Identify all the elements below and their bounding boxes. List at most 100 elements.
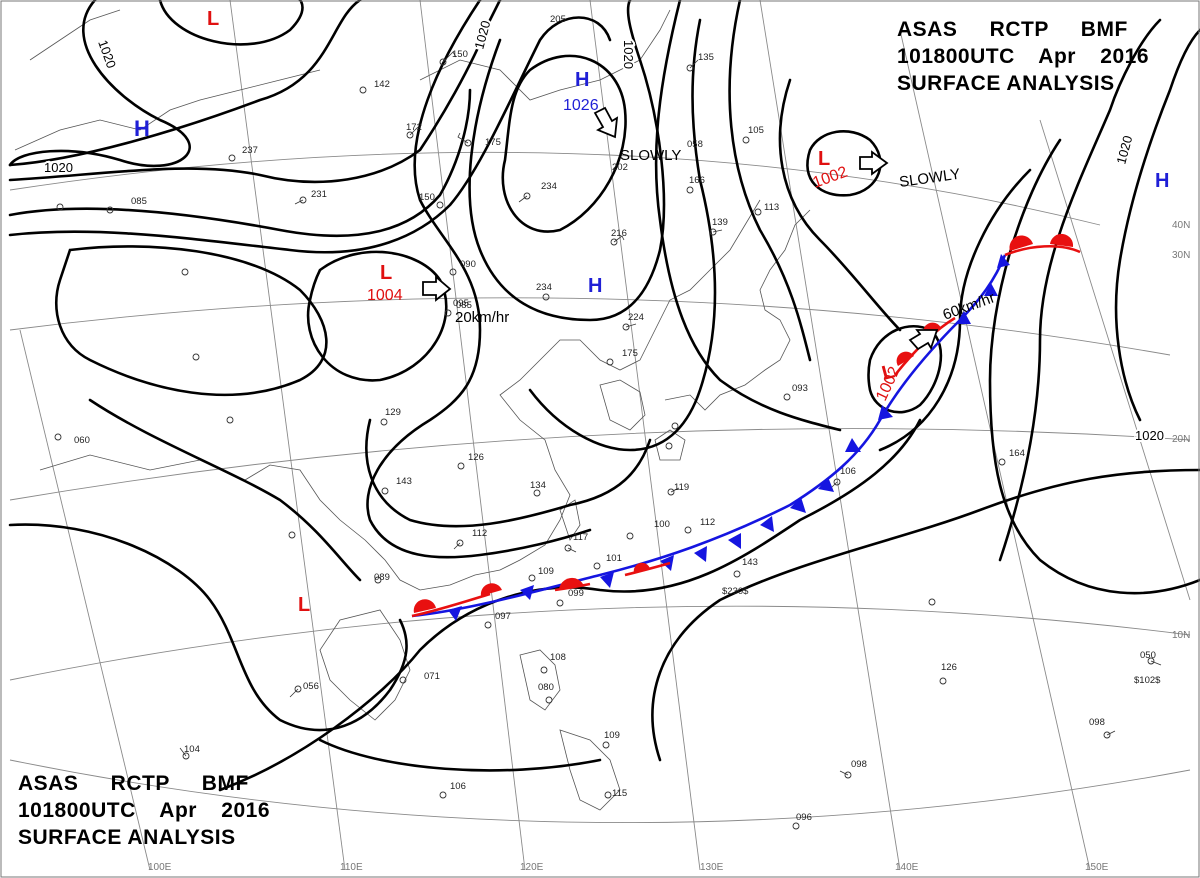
station-extra: $102$	[1134, 675, 1161, 686]
station-code: 085	[131, 196, 147, 207]
motion-speed: 20km/hr	[455, 309, 509, 326]
low-center: L	[207, 8, 219, 30]
header-top-line3: SURFACE ANALYSIS	[897, 72, 1115, 95]
grid-labels: 40N 30N 20N 10N 100E 110E 120E 130E 140E…	[148, 220, 1190, 873]
lat-label: 20N	[1172, 434, 1190, 445]
station-code: 109	[604, 730, 620, 741]
station-code: 150	[419, 192, 435, 203]
station-code: 143	[396, 476, 412, 487]
station-code: 135	[698, 52, 714, 63]
station-code: 126	[468, 452, 484, 463]
station-code: 071	[424, 671, 440, 682]
high-center: H	[1155, 170, 1169, 192]
station-code: 085	[456, 300, 472, 311]
station-code: 175	[485, 137, 501, 148]
header-bottom-line1: ASAS RCTP BMF	[18, 772, 249, 795]
header-top-line2: 101800UTC Apr 2016	[897, 45, 1150, 68]
station-code: 113	[764, 202, 779, 213]
arrow-icon	[908, 329, 939, 351]
station-code: 105	[748, 125, 764, 136]
high-pressure-value: 1026	[563, 97, 599, 114]
low-pressure-value: 1002	[811, 164, 850, 192]
station-code: 100	[654, 519, 670, 530]
station-code: 096	[796, 812, 812, 823]
station-code: 104	[184, 744, 200, 755]
station-code: 089	[374, 572, 390, 583]
station-code: 112	[700, 517, 715, 528]
station-extra-codes: $230$ $102$	[722, 586, 1161, 686]
isobar-label: 1020	[621, 40, 636, 69]
station-code: 117	[573, 532, 588, 543]
station-code: 234	[536, 282, 552, 293]
header-bottom: ASAS RCTP BMF 101800UTC Apr 2016 SURFACE…	[18, 770, 270, 851]
low-center: L	[880, 360, 897, 384]
lon-label: 130E	[700, 862, 724, 873]
station-code: 090	[460, 259, 476, 270]
header-bottom-line2: 101800UTC Apr 2016	[18, 799, 271, 822]
motion-speed: 60km/hr	[941, 289, 998, 324]
isobar-label: 1020	[1135, 428, 1164, 443]
station-code: 050	[1140, 650, 1156, 661]
station-code: 109	[538, 566, 554, 577]
station-code: 166	[689, 175, 705, 186]
station-code: 129	[385, 407, 401, 418]
motion-labels: SLOWLY SLOWLY 20km/hr 60km/hr	[455, 147, 997, 326]
high-center: H	[134, 116, 150, 141]
station-code: 150	[452, 49, 468, 60]
low-center: L	[380, 262, 392, 284]
motion-arrows	[422, 106, 939, 351]
station-code: 080	[538, 682, 554, 693]
station-code: 106	[450, 781, 466, 792]
motion-slowly: SLOWLY	[898, 166, 961, 191]
station-code: 115	[612, 788, 627, 799]
isobars	[8, 0, 1200, 792]
station-code: 126	[941, 662, 957, 673]
low-center: L	[298, 594, 310, 616]
motion-slowly: SLOWLY	[620, 147, 681, 164]
lon-label: 110E	[340, 862, 363, 873]
station-code: 112	[472, 528, 487, 539]
station-code: 099	[568, 588, 584, 599]
station-codes: 205 150 142 172 175 237 231 150 090 085 …	[74, 14, 1156, 823]
station-code: 142	[374, 79, 390, 90]
arrow-icon	[859, 150, 889, 176]
header-top-line1: ASAS RCTP BMF	[897, 18, 1128, 41]
station-code: 119	[674, 482, 689, 493]
isobar-label: 1020	[44, 160, 73, 175]
high-center: H	[588, 275, 602, 297]
station-code: 175	[622, 348, 638, 359]
high-center: H	[575, 69, 589, 91]
station-code: 202	[612, 162, 628, 173]
header-top: ASAS RCTP BMF 101800UTC Apr 2016 SURFACE…	[897, 16, 1149, 97]
station-code: 098	[1089, 717, 1105, 728]
lon-label: 140E	[895, 862, 919, 873]
station-code: 224	[628, 312, 644, 323]
lat-label: 10N	[1172, 630, 1190, 641]
cold-front	[411, 254, 1010, 621]
station-code: 060	[74, 435, 90, 446]
station-code: 205	[550, 14, 566, 25]
latitude-grid	[9, 151, 1191, 824]
header-bottom-line3: SURFACE ANALYSIS	[18, 826, 236, 849]
station-code: 143	[742, 557, 758, 568]
station-code: 056	[303, 681, 319, 692]
low-center: L	[818, 148, 830, 170]
station-code: 134	[530, 480, 546, 491]
arrow-icon	[422, 275, 452, 302]
station-code: 058	[687, 139, 703, 150]
station-code: 172	[406, 122, 422, 133]
station-code: 101	[606, 553, 622, 564]
station-code: 106	[840, 466, 856, 477]
isobar-label: 1020	[471, 19, 493, 51]
coastlines	[14, 9, 811, 811]
lat-label: 40N	[1172, 220, 1190, 231]
low-pressure-value: 1004	[367, 287, 403, 304]
station-code: 139	[712, 217, 728, 228]
isobar-label: 1020	[1113, 134, 1135, 166]
arrow-icon	[593, 106, 619, 139]
station-code: 093	[792, 383, 808, 394]
longitude-grid	[19, 0, 1191, 871]
station-code: 234	[541, 181, 557, 192]
station-extra: $230$	[722, 586, 749, 597]
